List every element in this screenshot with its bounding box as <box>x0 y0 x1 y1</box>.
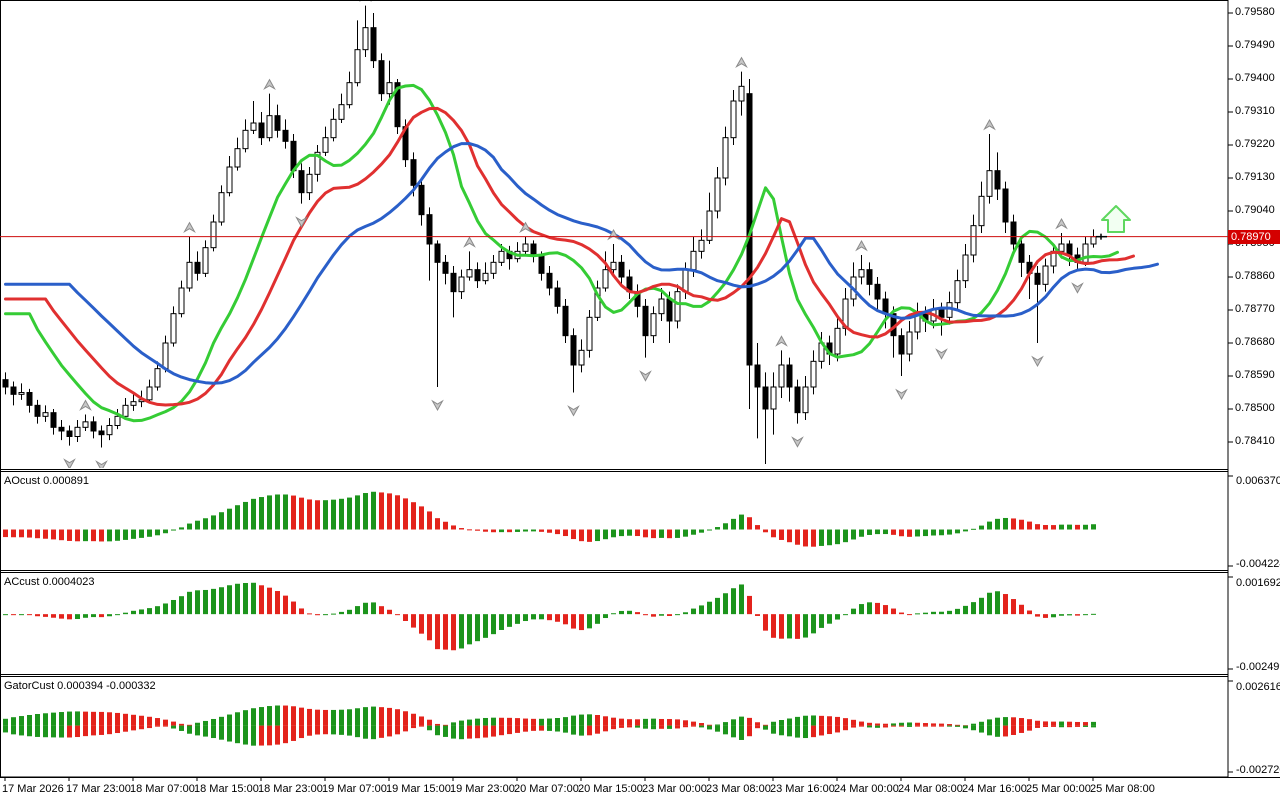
price-tick-label: 0.79400 <box>1235 72 1275 84</box>
time-tick-label: 18 Mar 15:00 <box>194 783 259 795</box>
ao-scale-min-label: -0.004224 <box>1236 558 1280 570</box>
time-tick-label: 24 Mar 00:00 <box>834 783 899 795</box>
price-tick-label: 0.78590 <box>1235 369 1275 381</box>
time-tick-label: 20 Mar 07:00 <box>514 783 579 795</box>
time-tick-label: 19 Mar 15:00 <box>386 783 451 795</box>
price-tick-label: 0.78410 <box>1235 435 1275 447</box>
indicator-title-accust: ACcust 0.0004023 <box>4 576 95 588</box>
time-tick-label: 25 Mar 08:00 <box>1090 783 1155 795</box>
ac-scale-max-label: 0.0016929 <box>1236 577 1280 589</box>
time-tick-label: 23 Mar 00:00 <box>642 783 707 795</box>
gator-scale-max-label: 0.002616 <box>1236 681 1280 693</box>
price-tick-label: 0.78860 <box>1235 270 1275 282</box>
time-tick-label: 19 Mar 07:00 <box>322 783 387 795</box>
price-tick-label: 0.79220 <box>1235 138 1275 150</box>
price-tick-label: 0.79580 <box>1235 6 1275 18</box>
indicator-title-gatorcust: GatorCust 0.000394 -0.000332 <box>4 680 156 692</box>
ac-scale-min-label: -0.0024995 <box>1236 661 1280 673</box>
time-tick-label: 17 Mar 2026 <box>2 783 64 795</box>
time-tick-label: 17 Mar 23:00 <box>66 783 131 795</box>
price-tick-label: 0.79310 <box>1235 105 1275 117</box>
ao-scale-max-label: 0.006370 <box>1236 475 1280 487</box>
indicator-title-aocust: AOcust 0.000891 <box>4 475 90 487</box>
bid-price-tag: 0.78970 <box>1228 229 1280 244</box>
time-tick-label: 20 Mar 15:00 <box>578 783 643 795</box>
time-tick-label: 18 Mar 07:00 <box>130 783 195 795</box>
price-tick-label: 0.79490 <box>1235 39 1275 51</box>
price-tick-label: 0.78500 <box>1235 402 1275 414</box>
price-tick-label: 0.78680 <box>1235 336 1275 348</box>
time-tick-label: 19 Mar 23:00 <box>450 783 515 795</box>
time-tick-label: 24 Mar 16:00 <box>962 783 1027 795</box>
time-tick-label: 18 Mar 23:00 <box>258 783 323 795</box>
time-tick-label: 24 Mar 08:00 <box>898 783 963 795</box>
price-tick-label: 0.78770 <box>1235 303 1275 315</box>
price-tick-label: 0.79040 <box>1235 204 1275 216</box>
time-tick-label: 23 Mar 08:00 <box>706 783 771 795</box>
time-tick-label: 23 Mar 16:00 <box>770 783 835 795</box>
price-tick-label: 0.79130 <box>1235 171 1275 183</box>
time-tick-label: 25 Mar 00:00 <box>1026 783 1091 795</box>
